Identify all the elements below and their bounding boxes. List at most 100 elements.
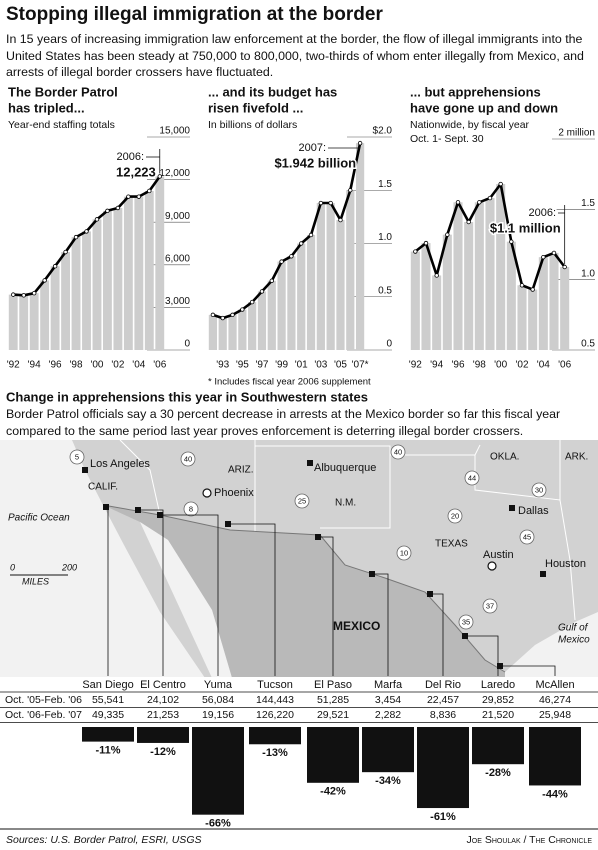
column bbox=[464, 221, 474, 350]
x-tick-label: '02 bbox=[515, 360, 528, 371]
marker bbox=[269, 278, 274, 283]
road-shield bbox=[519, 529, 535, 545]
marker bbox=[318, 200, 324, 206]
column bbox=[113, 208, 123, 350]
column bbox=[538, 257, 548, 350]
value-label: -11% bbox=[95, 745, 120, 757]
map-label: Dallas bbox=[518, 505, 549, 517]
marker bbox=[445, 232, 450, 237]
column bbox=[123, 196, 133, 350]
x-tick-label: '01 bbox=[295, 360, 308, 371]
column bbox=[248, 302, 257, 350]
column bbox=[297, 243, 306, 350]
sector-leader bbox=[465, 635, 499, 676]
marker bbox=[52, 264, 58, 269]
table-cell: 19,156 bbox=[202, 709, 234, 721]
column bbox=[346, 190, 355, 350]
page-title: Stopping illegal immigration at the bord… bbox=[6, 4, 383, 25]
x-tick-label: '93 bbox=[216, 360, 229, 371]
city-dot bbox=[509, 505, 515, 511]
state-line bbox=[119, 439, 161, 516]
category-label: San Diego bbox=[82, 679, 133, 691]
category-label: Del Rio bbox=[425, 679, 461, 691]
map-label: Phoenix bbox=[214, 487, 254, 499]
x-tick-label: '94 bbox=[430, 360, 443, 371]
city-dot bbox=[82, 467, 88, 473]
y-tick-label: 12,000 bbox=[159, 168, 190, 179]
sector-leader bbox=[106, 506, 109, 676]
x-tick-label: '96 bbox=[451, 360, 464, 371]
bar bbox=[362, 727, 414, 773]
column bbox=[432, 275, 442, 350]
y-tick-label: 9,000 bbox=[165, 211, 190, 222]
state-line bbox=[255, 445, 391, 529]
marker bbox=[328, 200, 333, 206]
road-number: 44 bbox=[468, 473, 476, 482]
marker bbox=[94, 217, 100, 222]
bar bbox=[82, 727, 134, 742]
marker bbox=[348, 188, 353, 193]
chart-subtitle: Oct. 1- Sept. 30 bbox=[410, 133, 484, 145]
bar bbox=[307, 727, 359, 783]
column bbox=[92, 219, 102, 350]
chart-title: The Border Patrol bbox=[8, 84, 118, 99]
marker bbox=[455, 200, 461, 205]
column bbox=[82, 231, 91, 350]
annotation: 2007: bbox=[298, 142, 326, 154]
table-cell: 51,285 bbox=[317, 694, 349, 706]
marker bbox=[308, 232, 314, 238]
road-shield bbox=[482, 598, 498, 614]
map-label: 0 bbox=[10, 562, 15, 572]
marker bbox=[519, 283, 525, 288]
category-label: Marfa bbox=[374, 679, 403, 691]
map-label: MILES bbox=[22, 576, 49, 586]
marker bbox=[551, 250, 557, 256]
column bbox=[218, 318, 227, 350]
marker bbox=[289, 254, 294, 259]
column bbox=[61, 252, 70, 350]
map-label: OKLA. bbox=[490, 452, 519, 463]
chart-subtitle: In billions of dollars bbox=[208, 119, 297, 131]
marker bbox=[249, 299, 255, 305]
x-tick-label: '98 bbox=[473, 360, 486, 371]
column bbox=[316, 203, 325, 350]
chart-title: has tripled... bbox=[8, 100, 85, 115]
capital bbox=[487, 561, 497, 571]
annotation: 2006: bbox=[116, 151, 144, 163]
column bbox=[517, 285, 527, 350]
table-cell: 21,520 bbox=[482, 709, 514, 721]
category-label: El Paso bbox=[314, 679, 352, 691]
table-cell: 49,335 bbox=[92, 709, 124, 721]
column bbox=[528, 289, 538, 350]
marker bbox=[126, 194, 131, 199]
column bbox=[326, 203, 335, 350]
column bbox=[560, 267, 570, 350]
y-tick-label: 6,000 bbox=[165, 253, 190, 264]
x-tick-label: '07* bbox=[352, 360, 369, 371]
column bbox=[474, 202, 484, 350]
sector-leader bbox=[318, 536, 334, 676]
road-number: 8 bbox=[189, 504, 193, 513]
marker bbox=[466, 219, 471, 225]
x-tick-label: '06 bbox=[153, 360, 166, 371]
marker bbox=[530, 287, 535, 292]
column bbox=[50, 266, 60, 350]
map-subtitle: Border Patrol officials say a 30 percent… bbox=[6, 407, 561, 438]
intro: In 15 years of increasing immigration la… bbox=[6, 32, 584, 79]
bar bbox=[472, 727, 524, 765]
map-label: Pacific Ocean bbox=[8, 513, 70, 524]
value-label: -12% bbox=[150, 746, 176, 758]
column bbox=[208, 314, 218, 350]
x-tick-label: '98 bbox=[70, 360, 83, 371]
annotation-value: $1.1 million bbox=[490, 220, 561, 235]
bar bbox=[249, 727, 301, 745]
marker bbox=[42, 278, 47, 283]
x-tick-label: '00 bbox=[90, 360, 103, 371]
map-label: MEXICO bbox=[333, 619, 380, 633]
chart-title: risen fivefold ... bbox=[208, 100, 303, 115]
table-cell: 29,852 bbox=[482, 694, 514, 706]
road-number: 30 bbox=[535, 485, 543, 494]
column bbox=[155, 176, 165, 350]
road-shield bbox=[464, 470, 480, 486]
